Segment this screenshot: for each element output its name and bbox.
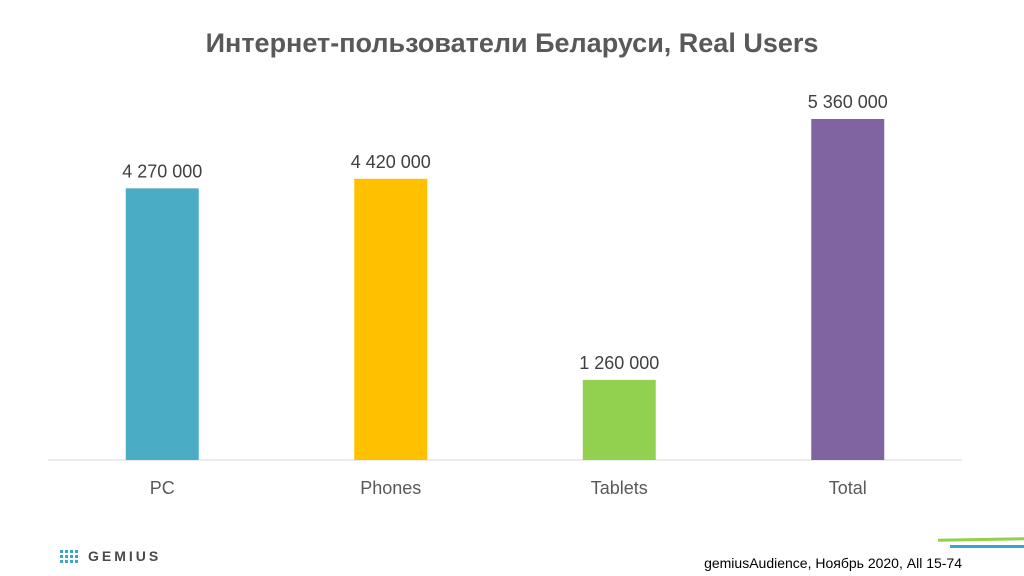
bar-tablets: [582, 379, 656, 460]
decorative-line-blue: [950, 545, 1024, 548]
bar-pc: [125, 188, 199, 460]
x-tick-label-total: Total: [829, 478, 867, 498]
bar-total: [811, 119, 885, 460]
gemius-dots-icon: [60, 549, 78, 563]
decorative-line-green: [937, 537, 1024, 542]
bar-chart: 4 270 000 PC 4 420 000 Phones 1 260 000 Table…: [48, 92, 962, 498]
data-label-total: 5 360 000: [808, 92, 888, 112]
data-label-phones: 4 420 000: [351, 152, 431, 172]
source-note: gemiusAudience, Ноябрь 2020, All 15-74: [704, 555, 962, 571]
data-label-pc: 4 270 000: [122, 161, 202, 181]
gemius-logo: GEMIUS: [60, 546, 161, 566]
x-tick-label-pc: PC: [150, 478, 175, 498]
x-tick-label-phones: Phones: [360, 478, 421, 498]
bar-phones: [354, 178, 428, 460]
logo-text: GEMIUS: [88, 548, 162, 564]
data-label-tablets: 1 260 000: [579, 353, 659, 373]
x-tick-label-tablets: Tablets: [591, 478, 648, 498]
chart-title: Интернет-пользователи Беларуси, Real Use…: [205, 28, 819, 58]
